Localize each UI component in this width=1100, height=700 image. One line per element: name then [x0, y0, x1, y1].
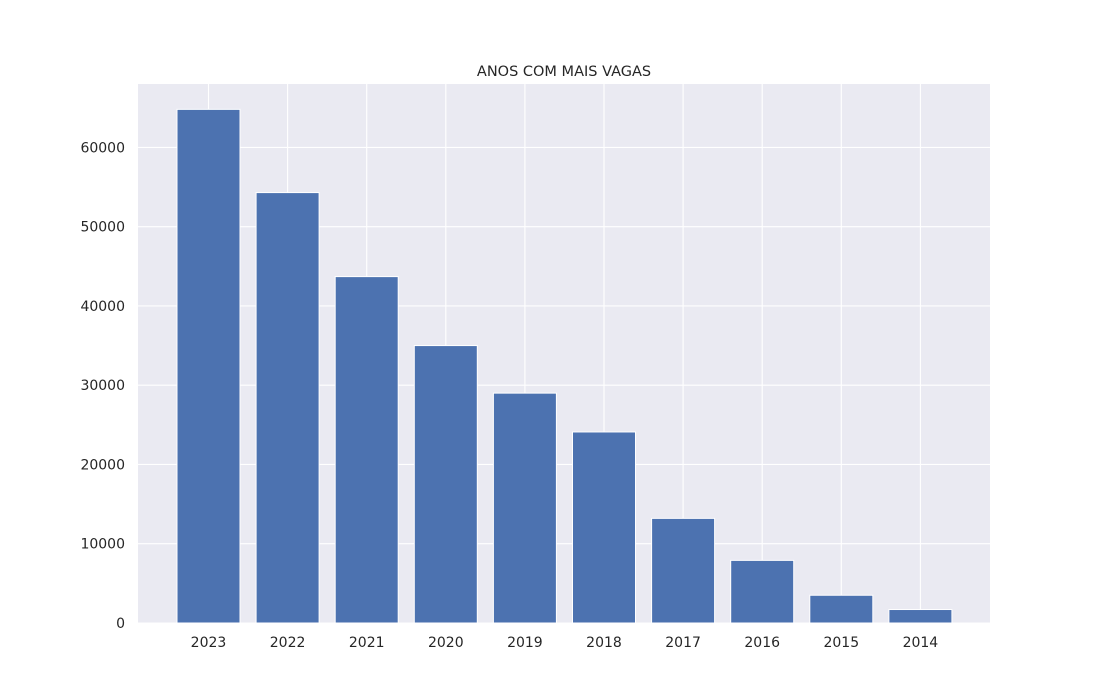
x-tick-label: 2023: [191, 635, 227, 651]
x-axis-ticks: 2023 2022 2021 2020 2019 2018 2017 2016 2015 2014: [191, 635, 939, 651]
x-tick-label: 2015: [823, 635, 859, 651]
bar-2020: [413, 345, 478, 624]
x-tick-label: 2020: [428, 635, 464, 651]
y-tick-label: 50000: [80, 220, 125, 236]
x-tick-label: 2018: [586, 635, 622, 651]
x-tick-label: 2014: [903, 635, 939, 651]
bar-2016: [730, 559, 795, 624]
y-tick-label: 30000: [80, 378, 125, 394]
bar-2022: [255, 192, 320, 624]
y-axis-ticks: 0 10000 20000 30000 40000 50000 60000: [80, 140, 125, 632]
x-tick-label: 2022: [270, 635, 306, 651]
chart-title: ANOS COM MAIS VAGAS: [477, 64, 651, 80]
y-tick-label: 0: [116, 616, 125, 632]
y-tick-label: 60000: [80, 140, 125, 156]
bars: [176, 108, 953, 624]
y-tick-label: 40000: [80, 299, 125, 315]
y-tick-label: 10000: [80, 537, 125, 553]
bar-2014: [888, 609, 953, 624]
y-tick-label: 20000: [80, 457, 125, 473]
x-tick-label: 2019: [507, 635, 543, 651]
bar-2018: [572, 431, 636, 624]
bar-2017: [651, 517, 716, 624]
x-tick-label: 2016: [744, 635, 780, 651]
bar-2023: [176, 108, 241, 624]
x-tick-label: 2017: [665, 635, 701, 651]
bar-2021: [334, 276, 399, 624]
bar-2019: [492, 392, 557, 624]
x-tick-label: 2021: [349, 635, 385, 651]
bar-2015: [809, 594, 874, 624]
